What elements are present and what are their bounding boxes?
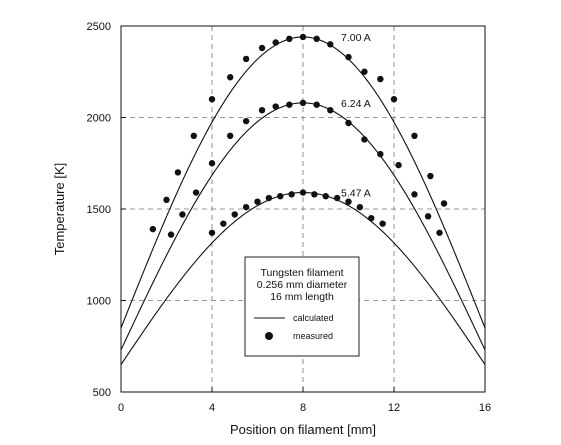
- y-tick-label: 2000: [87, 113, 111, 125]
- y-tick-label: 1500: [87, 204, 111, 216]
- measured-point: [208, 96, 216, 103]
- measured-point: [395, 161, 402, 169]
- measured-point: [242, 203, 250, 211]
- x-axis-title: Position on filament [mm]: [230, 422, 376, 437]
- measured-point: [286, 35, 293, 43]
- measured-point: [288, 191, 295, 198]
- measured-point: [265, 194, 273, 202]
- legend-calculated-label: calculated: [293, 313, 334, 323]
- measured-point: [190, 132, 197, 139]
- measured-point: [411, 191, 418, 198]
- measured-point: [174, 169, 182, 176]
- measured-point: [192, 189, 200, 196]
- measured-point: [379, 220, 386, 227]
- legend-title-line-3: 16 mm length: [270, 291, 334, 303]
- x-tick-label: 8: [300, 402, 306, 414]
- measured-point: [345, 198, 352, 205]
- y-axis-title: Temperature [K]: [52, 163, 67, 256]
- measured-point: [356, 203, 364, 211]
- measured-point: [299, 189, 307, 196]
- measured-point: [311, 191, 318, 198]
- measured-point: [427, 172, 434, 180]
- measured-point: [377, 75, 384, 83]
- series-label-2: 5.47 A: [341, 188, 371, 200]
- legend-measured-label: measured: [293, 331, 333, 341]
- measured-point: [258, 106, 266, 114]
- series-label-1: 6.24 A: [341, 98, 371, 110]
- measured-point: [327, 41, 334, 48]
- measured-point: [299, 33, 307, 41]
- measured-point: [227, 74, 234, 81]
- measured-point: [333, 194, 341, 202]
- y-tick-label: 2500: [87, 21, 111, 33]
- measured-point: [149, 225, 157, 233]
- measured-point: [242, 117, 250, 125]
- measured-point: [254, 198, 261, 205]
- measured-point: [258, 44, 266, 52]
- measured-point: [313, 101, 320, 108]
- measured-point: [322, 192, 329, 200]
- legend-title-line-2: 0.256 mm diameter: [257, 279, 348, 291]
- series-label-0: 7.00 A: [341, 32, 371, 44]
- legend-box: [244, 256, 360, 357]
- measured-point: [424, 213, 432, 220]
- measured-point: [390, 96, 398, 103]
- measured-point: [345, 53, 352, 61]
- measured-point: [361, 136, 368, 143]
- measured-point: [411, 132, 418, 139]
- y-tick-label: 500: [93, 387, 111, 399]
- series-labels: 7.00 A 6.24 A 5.47 A: [341, 32, 371, 200]
- legend-measured-marker: [265, 332, 273, 340]
- measured-point: [167, 231, 175, 238]
- measured-point: [231, 211, 238, 218]
- measured-point: [436, 229, 443, 236]
- measured-point: [179, 211, 186, 218]
- measured-point: [220, 220, 227, 227]
- measured-points: [149, 33, 448, 238]
- measured-point: [327, 106, 334, 114]
- measured-point: [345, 119, 352, 127]
- x-tick-label: 0: [118, 402, 124, 414]
- measured-point: [313, 35, 320, 43]
- axis-ticks: 0 4 8 12 16 500 1000 1500 2000 2500: [87, 21, 492, 414]
- x-tick-label: 16: [479, 402, 491, 414]
- measured-point: [208, 160, 216, 167]
- measured-point: [299, 99, 307, 107]
- measured-point: [277, 192, 284, 200]
- x-tick-label: 4: [209, 402, 215, 414]
- measured-point: [368, 214, 375, 222]
- measured-point: [227, 132, 234, 139]
- measured-point: [361, 68, 368, 75]
- measured-point: [272, 103, 279, 110]
- measured-point: [163, 196, 170, 204]
- y-tick-label: 1000: [87, 296, 111, 308]
- measured-point: [242, 55, 250, 63]
- measured-point: [440, 200, 448, 207]
- x-tick-label: 12: [388, 402, 400, 414]
- measured-point: [377, 150, 384, 158]
- measured-point: [272, 39, 279, 46]
- measured-point: [286, 101, 293, 108]
- legend-title-line-1: Tungsten filament: [260, 267, 343, 279]
- measured-point: [208, 229, 216, 236]
- legend: Tungsten filament 0.256 mm diameter 16 m…: [244, 256, 360, 357]
